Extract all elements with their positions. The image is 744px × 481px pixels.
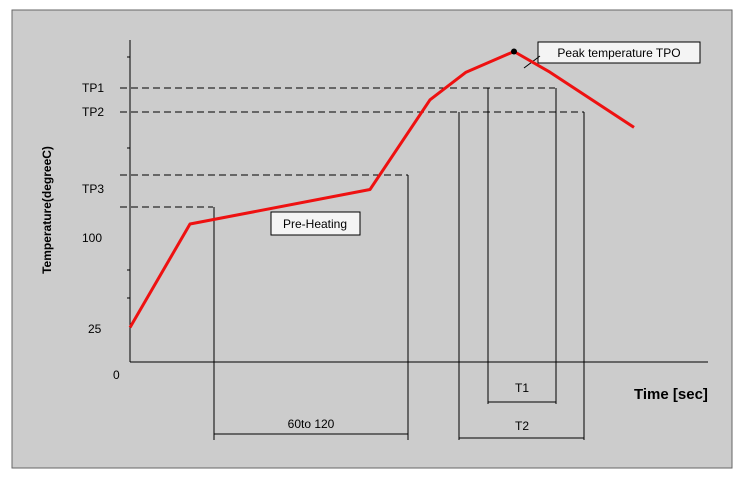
preheating-label: Pre-Heating — [283, 217, 347, 231]
t2-label: T2 — [515, 419, 529, 433]
y-minor-ticks — [127, 56, 130, 299]
peak-callout-box — [537, 41, 701, 64]
plot-panel — [11, 9, 733, 469]
y-axis-label: Temperature(degreeC) — [40, 146, 54, 274]
temperature-curve-line — [128, 50, 635, 329]
t1-label: T1 — [515, 381, 529, 395]
tick-label-0: 0 — [113, 368, 120, 382]
tick-label-tp1: TP1 — [82, 81, 104, 95]
tick-label-tp3: TP3 — [82, 182, 104, 196]
peak-point-marker — [511, 48, 517, 55]
preheating-box — [270, 211, 361, 236]
tick-label-100: 100 — [82, 231, 102, 245]
x-axis-label: Time [sec] — [634, 386, 708, 403]
series-layer — [128, 48, 635, 329]
preheat-duration-label: 60to 120 — [288, 417, 335, 431]
tick-label-tp2: TP2 — [82, 105, 104, 119]
peak-callout-label: Peak temperature TPO — [557, 46, 680, 60]
vertical-marker-lines — [213, 88, 585, 440]
tick-label-25: 25 — [88, 322, 102, 336]
